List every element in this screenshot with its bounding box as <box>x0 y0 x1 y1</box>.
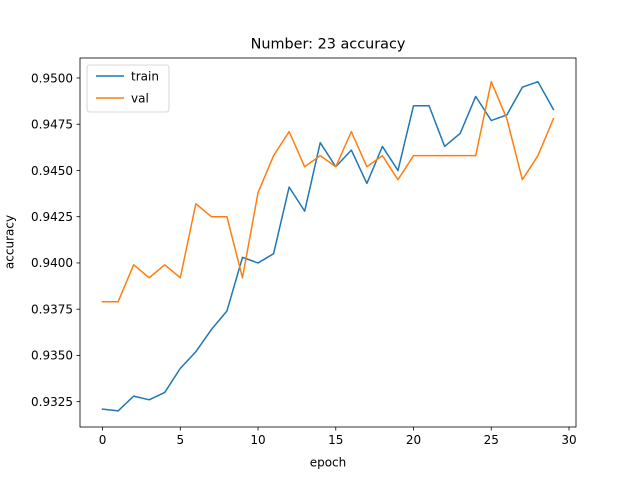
x-tick-label: 30 <box>561 433 576 447</box>
series-line-train <box>101 80 555 412</box>
y-tick-label: 0.9350 <box>31 349 73 363</box>
legend: train val <box>86 64 170 113</box>
y-tick-label: 0.9475 <box>31 118 73 132</box>
y-tick-label: 0.9425 <box>31 210 73 224</box>
x-tick-label: 15 <box>328 433 343 447</box>
series-layer <box>101 80 555 412</box>
y-axis: 0.9325 0.9350 0.9375 0.9400 0.9425 0.9450 0.94… <box>31 71 80 409</box>
y-tick-label: 0.9400 <box>31 256 73 270</box>
y-axis-label: accuracy <box>3 215 17 269</box>
y-tick-label: 0.9450 <box>31 164 73 178</box>
x-tick-label: 25 <box>484 433 499 447</box>
plot-area <box>79 57 577 428</box>
x-axis-label: epoch <box>310 456 347 470</box>
y-tick-label: 0.9500 <box>31 71 73 85</box>
legend-label-val: val <box>131 91 149 105</box>
x-tick-label: 0 <box>99 433 107 447</box>
x-axis: 0 5 10 15 20 25 30 <box>99 427 577 447</box>
x-tick-label: 20 <box>406 433 421 447</box>
legend-label-train: train <box>131 69 159 83</box>
y-tick-label: 0.9375 <box>31 302 73 316</box>
x-tick-label: 10 <box>250 433 265 447</box>
series-line-val <box>101 80 555 303</box>
chart-title: Number: 23 accuracy <box>251 37 406 53</box>
axes-frame <box>79 57 577 428</box>
x-tick-label: 5 <box>176 433 184 447</box>
y-tick-label: 0.9325 <box>31 395 73 409</box>
